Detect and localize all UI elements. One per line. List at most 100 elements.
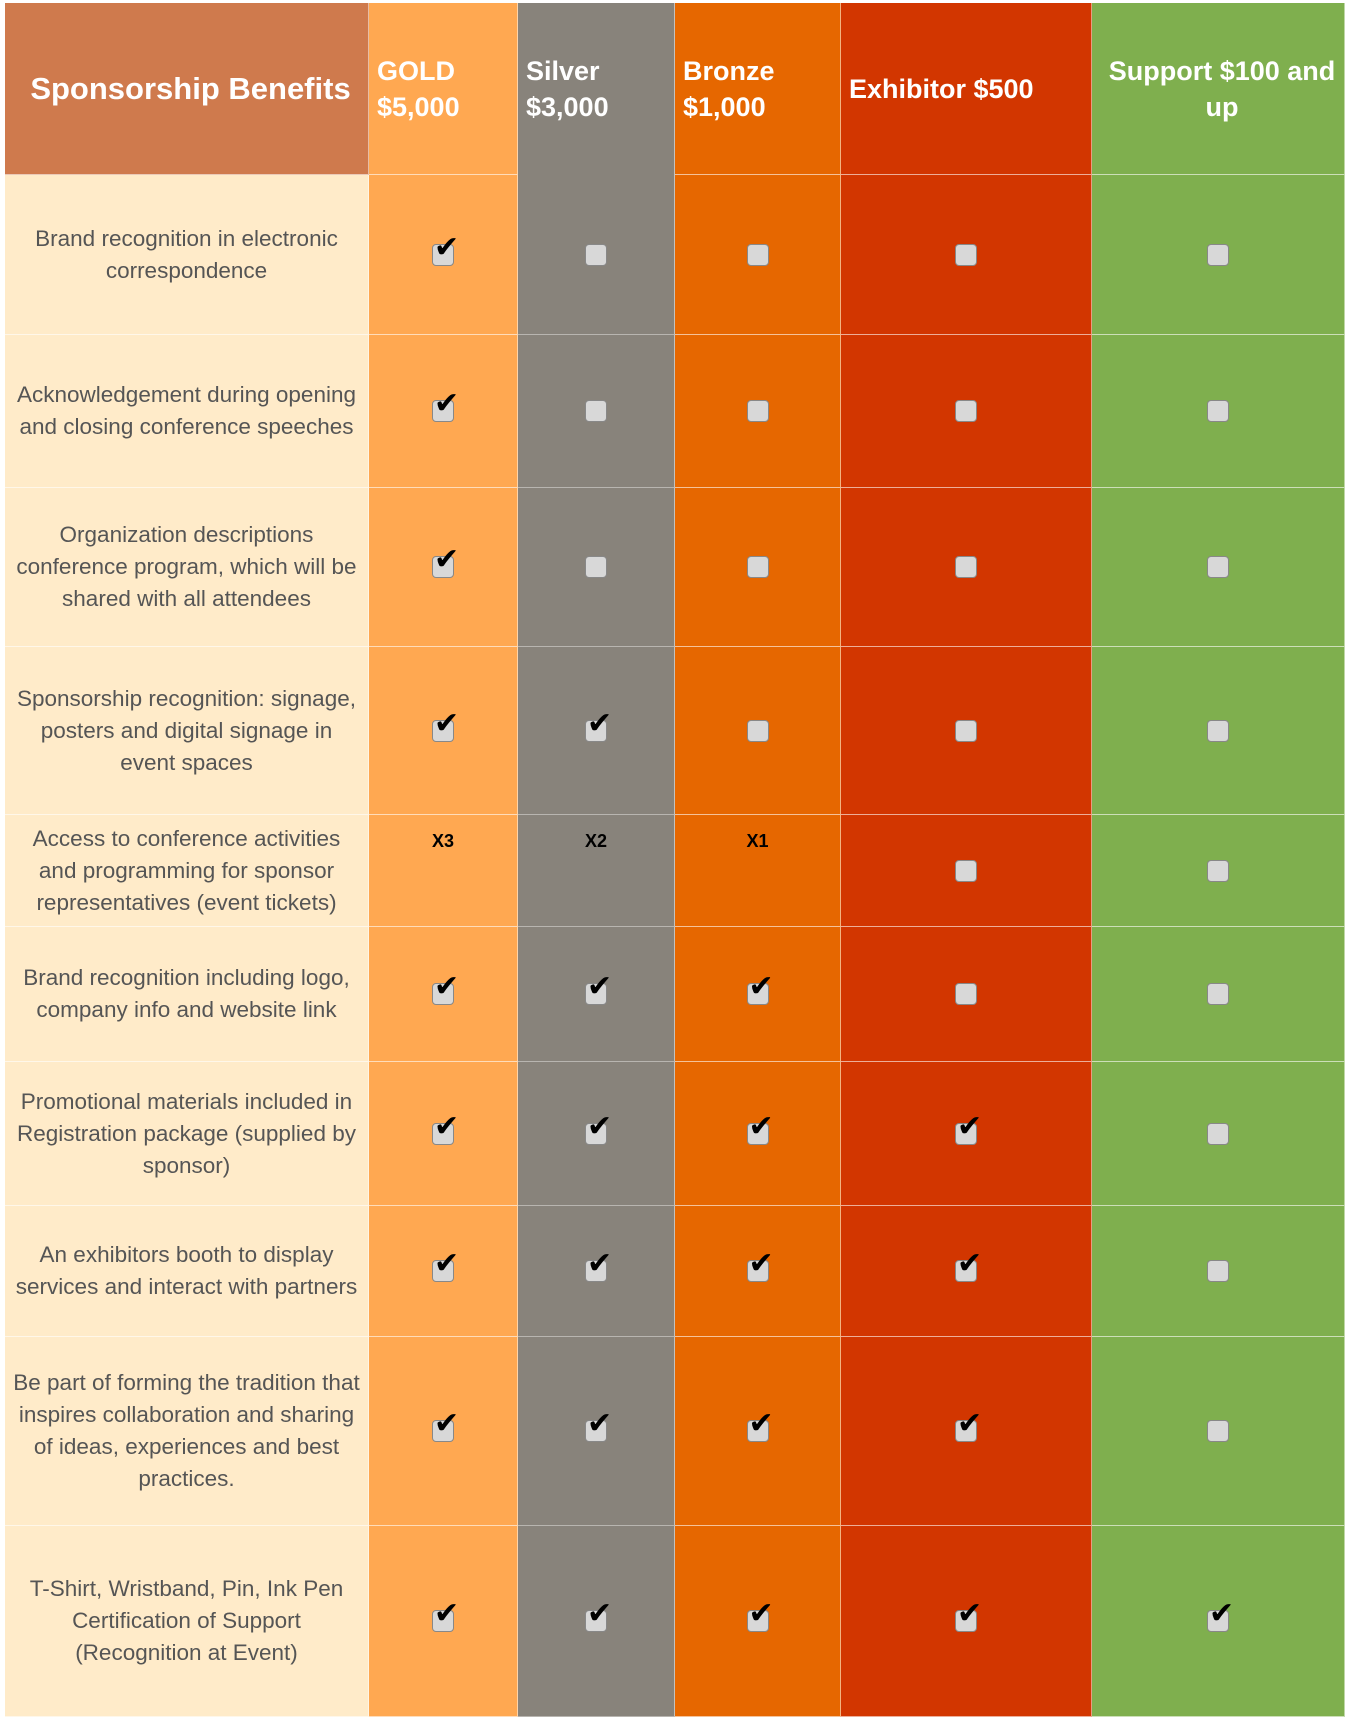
checkmark-icon: ✔ <box>434 229 460 265</box>
tier-cell-support <box>1092 1206 1345 1337</box>
checkbox-unchecked[interactable] <box>1207 400 1229 422</box>
checkbox-unchecked[interactable] <box>746 243 769 266</box>
checkbox-checked[interactable]: ✔ <box>746 1111 774 1145</box>
checkbox-checked[interactable]: ✔ <box>585 1599 612 1632</box>
tier-cell-support <box>1092 1337 1345 1526</box>
tier-cell-bronze <box>675 488 841 647</box>
checkbox-checked[interactable]: ✔ <box>746 1249 774 1282</box>
checkbox-unchecked[interactable] <box>955 243 977 266</box>
checkbox-checked[interactable]: ✔ <box>432 1409 459 1442</box>
checkmark-icon: ✔ <box>587 1406 613 1441</box>
checkmark-icon: ✔ <box>1209 1596 1235 1631</box>
tier-cell-support <box>1092 1062 1345 1206</box>
tier-cell-bronze <box>675 175 841 335</box>
tier-cell-exhibitor: ✔ <box>841 1062 1092 1206</box>
checkbox-unchecked[interactable] <box>1207 1122 1229 1145</box>
checkbox-checked[interactable]: ✔ <box>432 545 459 578</box>
checkmark-icon: ✔ <box>748 1596 774 1631</box>
tier-cell-exhibitor: ✔ <box>841 1526 1092 1717</box>
checkbox-unchecked[interactable] <box>1207 243 1229 266</box>
checkbox-unchecked[interactable] <box>1207 1260 1229 1282</box>
tier-label: Bronze $1,000 <box>683 55 775 122</box>
tier-cell-exhibitor: ✔ <box>841 1206 1092 1337</box>
checkbox-unchecked[interactable] <box>746 719 769 742</box>
checkbox-unchecked[interactable] <box>955 859 977 882</box>
checkbox-checked[interactable]: ✔ <box>432 389 459 422</box>
checkbox-checked[interactable]: ✔ <box>585 1409 612 1442</box>
checkbox-checked[interactable]: ✔ <box>432 232 459 266</box>
checkbox-unchecked[interactable] <box>585 243 607 266</box>
tier-cell-bronze: X1 <box>675 815 841 927</box>
tier-cell-exhibitor <box>841 488 1092 647</box>
checkbox-checked[interactable]: ✔ <box>432 1111 459 1145</box>
checkbox-checked[interactable]: ✔ <box>432 972 459 1005</box>
tier-cell-silver: ✔ <box>518 647 675 815</box>
checkbox-checked[interactable]: ✔ <box>432 1249 459 1282</box>
checkbox-unchecked[interactable] <box>585 400 607 422</box>
checkbox-unchecked[interactable] <box>1207 1420 1229 1442</box>
checkbox-checked[interactable]: ✔ <box>955 1111 982 1145</box>
checkbox-unchecked[interactable] <box>1207 859 1229 882</box>
checkbox-checked[interactable]: ✔ <box>955 1599 982 1632</box>
checkbox-checked[interactable]: ✔ <box>955 1249 982 1282</box>
checkmark-icon: ✔ <box>434 969 460 1004</box>
tier-header-bronze: Bronze $1,000 <box>675 3 841 175</box>
benefit-label: Access to conference activities and prog… <box>5 815 369 927</box>
checkbox-checked[interactable]: ✔ <box>585 972 612 1005</box>
checkbox-checked[interactable]: ✔ <box>585 1249 612 1282</box>
checkbox-unchecked[interactable] <box>955 719 977 742</box>
benefit-label: T-Shirt, Wristband, Pin, Ink Pen Certifi… <box>5 1526 369 1717</box>
checkmark-icon: ✔ <box>587 1108 613 1144</box>
tier-cell-bronze: ✔ <box>675 1526 841 1717</box>
checkbox-unchecked[interactable] <box>1207 556 1229 578</box>
checkbox-checked[interactable]: ✔ <box>585 1111 612 1145</box>
checkbox-unchecked[interactable] <box>955 400 977 422</box>
tier-cell-silver: ✔ <box>518 1337 675 1526</box>
checkbox-checked[interactable]: ✔ <box>746 1409 774 1442</box>
checkbox-unchecked[interactable] <box>746 556 769 578</box>
checkbox-checked[interactable]: ✔ <box>746 972 774 1005</box>
checkbox-checked[interactable]: ✔ <box>746 1599 774 1632</box>
checkbox-checked[interactable]: ✔ <box>432 708 459 742</box>
benefit-label: Acknowledgement during opening and closi… <box>5 335 369 488</box>
tier-cell-gold: ✔ <box>369 647 518 815</box>
checkbox-unchecked[interactable] <box>1207 719 1229 742</box>
tier-cell-silver: ✔ <box>518 1062 675 1206</box>
tier-label: Exhibitor $500 <box>849 73 1034 104</box>
checkmark-icon: ✔ <box>587 969 613 1004</box>
tier-cell-support <box>1092 647 1345 815</box>
checkbox-checked[interactable]: ✔ <box>585 708 612 742</box>
checkmark-icon: ✔ <box>434 386 460 421</box>
checkbox-checked[interactable]: ✔ <box>955 1409 982 1442</box>
tier-cell-gold: ✔ <box>369 175 518 335</box>
tier-header-gold: GOLD $5,000 <box>369 3 518 175</box>
tier-cell-support <box>1092 175 1345 335</box>
sponsorship-table: Sponsorship Benefits GOLD $5,000 Silver $3… <box>5 3 1345 1717</box>
checkbox-unchecked[interactable] <box>585 556 607 578</box>
checkbox-unchecked[interactable] <box>955 983 977 1005</box>
checkbox-checked[interactable]: ✔ <box>432 1599 459 1632</box>
checkmark-icon: ✔ <box>587 705 613 741</box>
checkbox-unchecked[interactable] <box>955 556 977 578</box>
tier-cell-support <box>1092 335 1345 488</box>
tier-cell-support <box>1092 815 1345 927</box>
tier-cell-exhibitor <box>841 647 1092 815</box>
benefit-label: Sponsorship recognition: signage, poster… <box>5 647 369 815</box>
tier-cell-bronze: ✔ <box>675 1206 841 1337</box>
benefit-label: Organization descriptions conference pro… <box>5 488 369 647</box>
benefit-label: Brand recognition in electronic correspo… <box>5 175 369 335</box>
ticket-count: X2 <box>584 831 608 851</box>
benefit-label: An exhibitors booth to display services … <box>5 1206 369 1337</box>
checkmark-icon: ✔ <box>434 1246 460 1281</box>
tier-cell-exhibitor <box>841 335 1092 488</box>
tier-cell-support: ✔ <box>1092 1526 1345 1717</box>
checkbox-checked[interactable]: ✔ <box>1207 1599 1234 1632</box>
tier-cell-support <box>1092 927 1345 1062</box>
tier-cell-silver <box>518 488 675 647</box>
checkbox-unchecked[interactable] <box>746 400 769 422</box>
checkbox-unchecked[interactable] <box>1207 983 1229 1005</box>
tier-cell-gold: ✔ <box>369 1206 518 1337</box>
checkmark-icon: ✔ <box>957 1246 983 1281</box>
tier-cell-exhibitor <box>841 175 1092 335</box>
tier-cell-silver: ✔ <box>518 1526 675 1717</box>
